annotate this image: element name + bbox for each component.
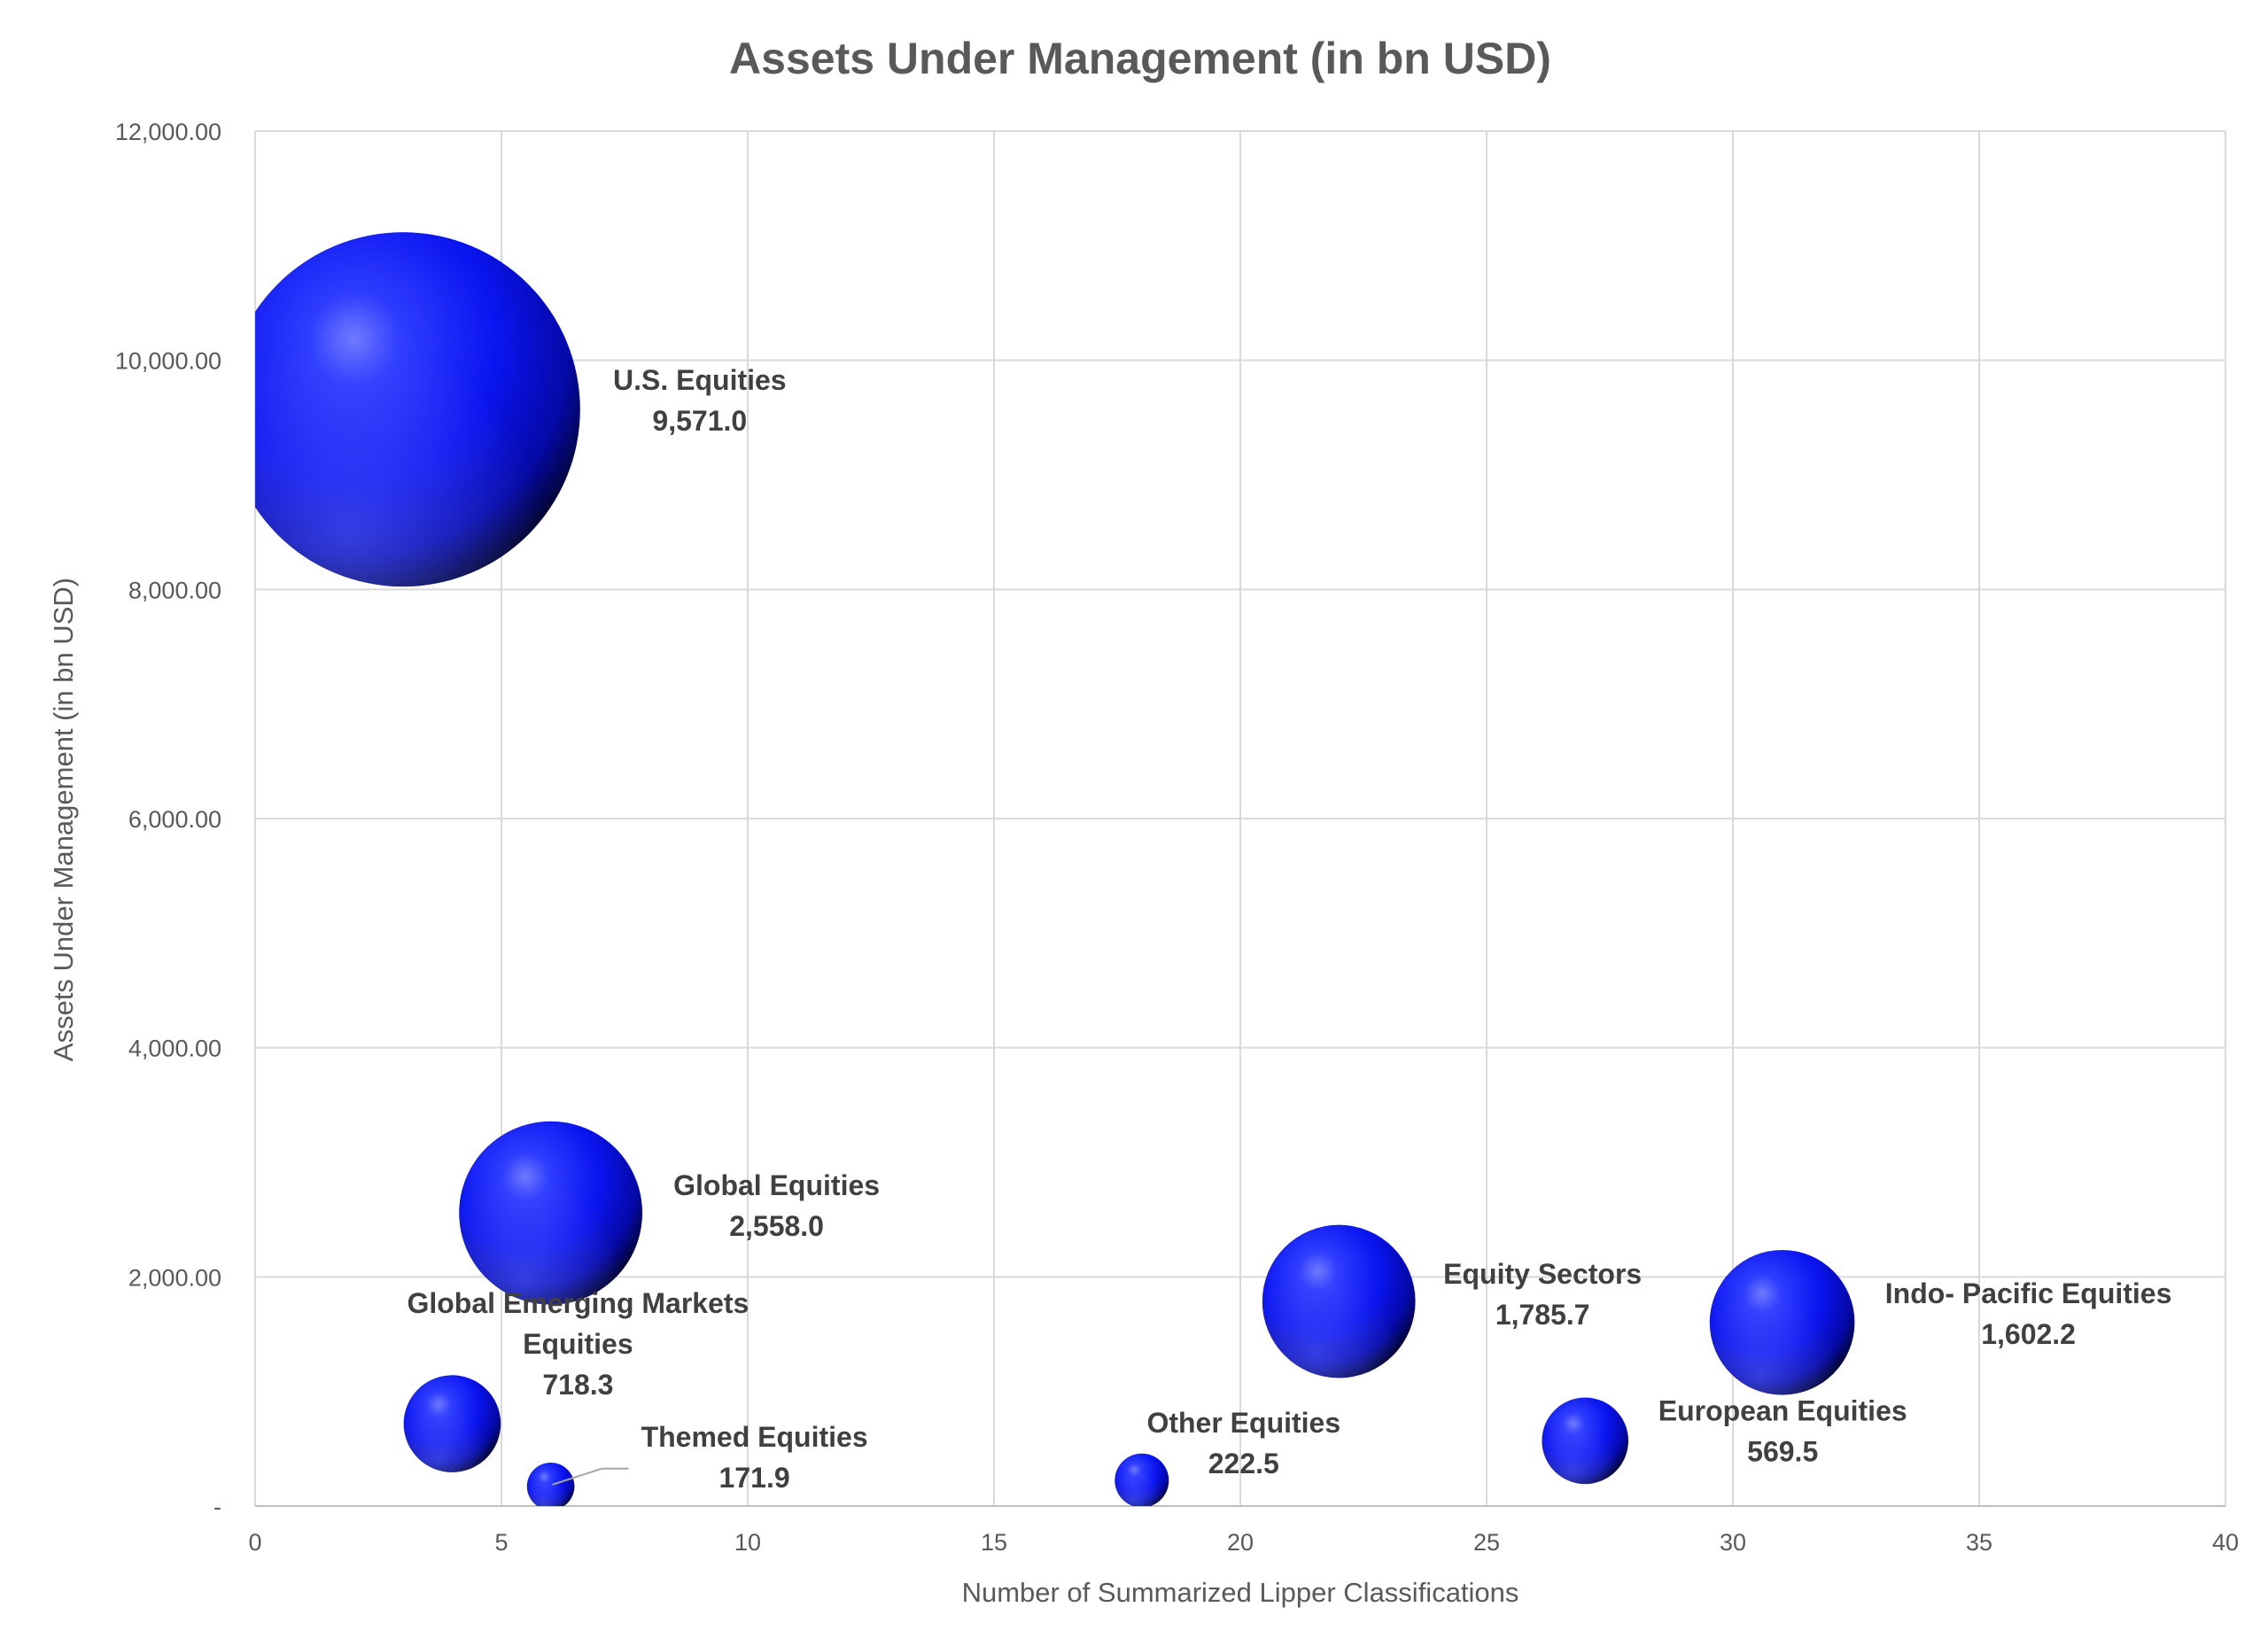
x-tick-label: 20 [1227,1529,1254,1556]
data-label-other-equities: Other Equities 222.5 [1146,1407,1340,1479]
bubble-shine [1262,1224,1416,1378]
x-tick-label: 35 [1966,1529,1992,1556]
data-label-indo-pacific-equities: Indo- Pacific Equities 1,602.2 [1885,1277,2172,1350]
data-label-line: Themed Equities [641,1421,868,1453]
x-axis-title: Number of Summarized Lipper Classificati… [962,1577,1519,1608]
tick-labels: 0 5 10 15 20 25 30 35 40 - 2,000.00 4,000.00 6,000.0… [115,119,2239,1556]
x-tick-label: 30 [1720,1529,1746,1556]
bubble-shine [1709,1249,1855,1395]
y-tick-label: 6,000.00 [128,806,221,833]
data-label-line: 1,602.2 [1981,1318,2076,1350]
y-axis-title: Assets Under Management (in bn USD) [48,578,79,1061]
y-tick-label: 10,000.00 [115,348,221,375]
y-tick-label: - [214,1494,221,1520]
data-label-line: Global Equities [673,1169,880,1201]
x-tick-label: 40 [2212,1529,2239,1556]
data-label-line: 9,571.0 [652,405,747,437]
bubble-shine [459,1121,642,1305]
data-label-equity-sectors: Equity Sectors 1,785.7 [1443,1258,1642,1331]
bubble-shine [1115,1453,1169,1506]
data-label-european-equities: European Equities 569.5 [1658,1394,1907,1467]
x-tick-label: 5 [494,1529,508,1556]
y-tick-label: 4,000.00 [128,1036,221,1062]
data-label-line: 2,558.0 [729,1210,824,1242]
data-label-global-equities: Global Equities 2,558.0 [673,1169,880,1242]
data-label-line: 222.5 [1208,1448,1279,1479]
data-label-line: 171.9 [719,1462,790,1494]
bubble-shine [255,232,580,587]
x-tick-label: 15 [981,1529,1007,1556]
x-tick-label: 25 [1473,1529,1500,1556]
data-label-line: 1,785.7 [1495,1299,1590,1331]
data-label-line: U.S. Equities [613,364,787,396]
data-label-line: 718.3 [542,1369,613,1401]
data-label-u-s-equities: U.S. Equities 9,571.0 [613,364,787,437]
data-label-themed-equities: Themed Equities 171.9 [641,1421,868,1494]
bubbles [255,232,1855,1506]
y-tick-label: 8,000.00 [128,577,221,603]
data-label-global-emerging-markets-equities: Global Emerging Markets Equities 718.3 [407,1287,749,1401]
data-label-line: 569.5 [1747,1435,1818,1467]
data-label-line: Indo- Pacific Equities [1885,1277,2172,1309]
leader-line-themed-equities [552,1467,629,1486]
x-tick-label: 10 [734,1529,761,1556]
data-label-line: Equities [523,1328,633,1360]
bubble-shine [526,1462,575,1506]
y-tick-label: 12,000.00 [115,119,221,145]
data-label-line: Global Emerging Markets [407,1287,749,1319]
y-tick-label: 2,000.00 [128,1264,221,1291]
leader-lines [552,1467,629,1486]
data-label-line: Equity Sectors [1443,1258,1642,1290]
data-label-line: Other Equities [1146,1407,1340,1439]
chart-title: Assets Under Management (in bn USD) [729,34,1551,83]
bubble-shine [403,1375,501,1472]
x-tick-label: 0 [248,1529,261,1556]
bubble-shine [1542,1397,1628,1485]
data-labels: U.S. Equities 9,571.0 Global Equities 2,558… [407,364,2171,1494]
data-label-line: European Equities [1658,1394,1907,1426]
